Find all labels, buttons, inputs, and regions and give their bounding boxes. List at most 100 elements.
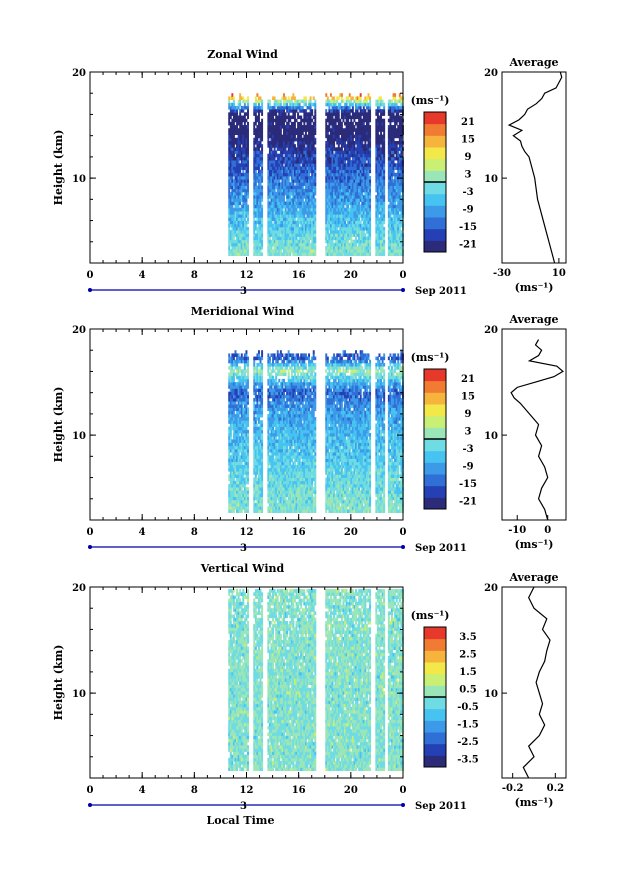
heatmap-cell bbox=[236, 458, 239, 463]
heatmap-cell bbox=[340, 201, 343, 206]
heatmap-cell bbox=[272, 191, 275, 196]
heatmap-cell bbox=[306, 112, 309, 116]
heatmap-cell bbox=[298, 207, 301, 212]
heatmap-cell bbox=[325, 223, 328, 228]
heatmap-cell bbox=[389, 175, 392, 180]
heatmap-cell bbox=[279, 118, 282, 123]
heatmap-cell bbox=[245, 252, 248, 256]
heatmap-cell bbox=[290, 131, 293, 135]
heatmap-cell bbox=[279, 201, 282, 206]
heatmap-cell bbox=[340, 109, 343, 113]
heatmap-cell bbox=[232, 480, 235, 485]
heatmap-cell bbox=[290, 150, 293, 155]
heatmap-cell bbox=[326, 207, 329, 212]
heatmap-cell bbox=[229, 429, 232, 434]
date-axis-end-marker bbox=[401, 288, 405, 292]
heatmap-cell bbox=[392, 233, 395, 237]
average-title: Average bbox=[508, 56, 558, 69]
heatmap-cell bbox=[298, 226, 301, 231]
heatmap-cell bbox=[376, 223, 379, 228]
heatmap-cell bbox=[309, 188, 312, 193]
heatmap-cell bbox=[270, 239, 273, 244]
heatmap-cell bbox=[342, 179, 345, 183]
heatmap-cell bbox=[237, 487, 240, 491]
heatmap-cell bbox=[369, 204, 372, 209]
heatmap-cell bbox=[383, 160, 386, 164]
heatmap-cell bbox=[268, 191, 271, 196]
heatmap-cell bbox=[231, 172, 234, 177]
heatmap-cell bbox=[304, 252, 307, 256]
heatmap-cell bbox=[348, 166, 351, 171]
heatmap-cell bbox=[267, 188, 270, 193]
heatmap-cell bbox=[309, 233, 312, 237]
heatmap-cell bbox=[311, 163, 314, 167]
heatmap-cell bbox=[270, 233, 273, 237]
heatmap-cell bbox=[234, 388, 237, 392]
heatmap-cell bbox=[369, 109, 372, 113]
heatmap-cell bbox=[234, 246, 237, 250]
heatmap-cell bbox=[273, 131, 276, 135]
heatmap-cell bbox=[292, 204, 295, 209]
heatmap-cell bbox=[395, 204, 398, 209]
heatmap-cells bbox=[228, 350, 404, 513]
heatmap-cell bbox=[367, 217, 370, 221]
average-x-tick-label: 10 bbox=[552, 268, 566, 279]
date-axis-start-marker bbox=[88, 288, 92, 292]
heatmap-cell bbox=[303, 223, 306, 228]
heatmap-cell bbox=[298, 230, 301, 234]
heatmap-cell bbox=[353, 99, 356, 104]
heatmap-cell bbox=[348, 121, 351, 126]
heatmap-cell bbox=[256, 236, 259, 241]
heatmap-cell bbox=[365, 175, 368, 180]
heatmap-cell bbox=[232, 471, 235, 475]
heatmap-cell bbox=[267, 128, 270, 132]
heatmap-cell bbox=[242, 185, 245, 190]
heatmap-cell bbox=[234, 471, 237, 475]
heatmap-cell bbox=[375, 230, 378, 234]
heatmap-cell bbox=[234, 150, 237, 155]
heatmap-cell bbox=[333, 236, 336, 241]
heatmap-cell bbox=[400, 172, 403, 177]
heatmap-cell bbox=[339, 230, 342, 234]
heatmap-cell bbox=[326, 169, 329, 174]
heatmap-cell bbox=[367, 153, 370, 158]
heatmap-cell bbox=[356, 140, 359, 145]
heatmap-cell bbox=[339, 220, 342, 225]
heatmap-cell bbox=[400, 185, 403, 190]
heatmap-cell bbox=[287, 239, 290, 244]
heatmap-cell bbox=[229, 102, 232, 107]
heatmap-cell bbox=[329, 226, 332, 231]
heatmap-cell bbox=[400, 195, 403, 199]
heatmap-cell bbox=[312, 242, 315, 247]
heatmap-cell bbox=[293, 233, 296, 237]
heatmap-cell bbox=[232, 439, 235, 443]
heatmap-cell bbox=[365, 147, 368, 151]
heatmap-cell bbox=[380, 182, 383, 186]
heatmap-cell bbox=[348, 207, 351, 212]
heatmap-cell bbox=[358, 137, 361, 142]
heatmap-cell bbox=[239, 391, 242, 396]
heatmap-cell bbox=[389, 198, 392, 202]
heatmap-cell bbox=[347, 223, 350, 228]
heatmap-cell bbox=[353, 128, 356, 132]
heatmap-cell bbox=[283, 236, 285, 241]
heatmap-cell bbox=[242, 239, 245, 244]
heatmap-cell bbox=[375, 166, 378, 171]
heatmap-cell bbox=[350, 204, 353, 209]
heatmap-cell bbox=[348, 217, 351, 221]
heatmap-cell bbox=[272, 112, 275, 116]
heatmap-cell bbox=[340, 223, 343, 228]
heatmap-cell bbox=[308, 233, 311, 237]
heatmap-cell bbox=[232, 353, 235, 357]
heatmap-cell bbox=[303, 249, 306, 253]
heatmap-cell bbox=[298, 140, 301, 145]
heatmap-cell bbox=[334, 99, 337, 104]
heatmap-cell bbox=[347, 188, 350, 193]
heatmap-cell bbox=[236, 432, 239, 437]
heatmap-cell bbox=[257, 179, 260, 183]
heatmap-cell bbox=[281, 239, 284, 244]
heatmap-cell bbox=[376, 201, 379, 206]
heatmap-cell bbox=[376, 153, 379, 158]
heatmap-cell bbox=[389, 214, 392, 218]
heatmap-cell bbox=[364, 217, 367, 221]
